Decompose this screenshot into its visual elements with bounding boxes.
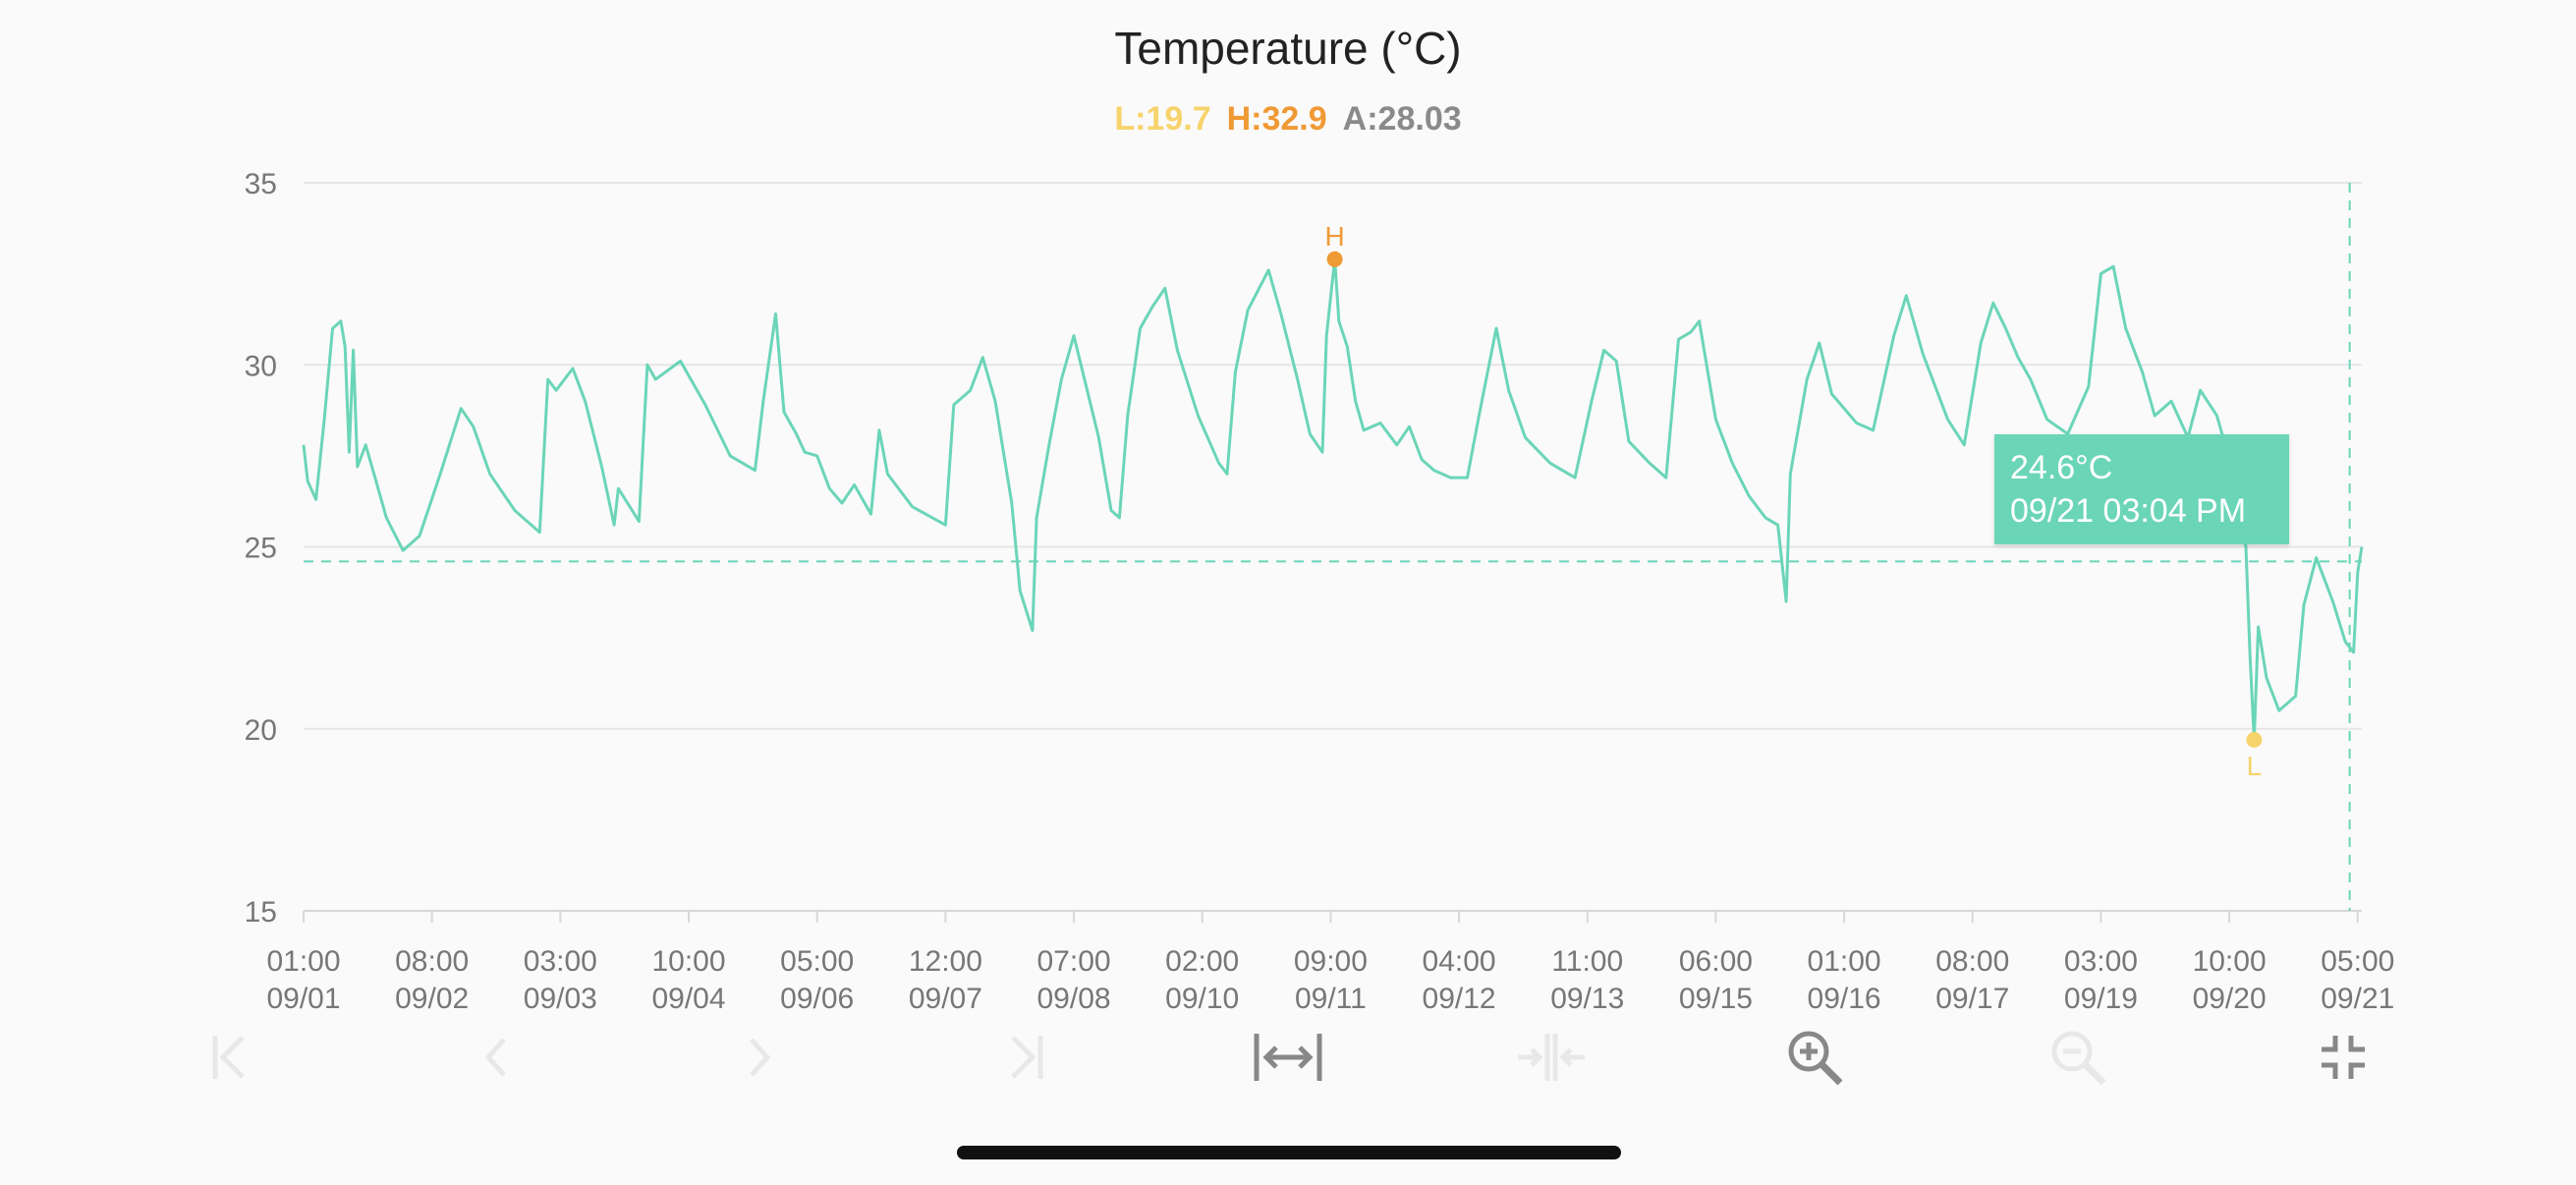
x-tick-date-label: 09/11 bbox=[1295, 983, 1367, 1015]
x-axis: 01:00 09/01 08:00 09/02 03:00 09/03 10:00 09/04… bbox=[266, 911, 2394, 1015]
x-tick-date-label: 09/03 bbox=[524, 983, 597, 1015]
compress-width-button[interactable] bbox=[1507, 1022, 1596, 1093]
x-tick-date-label: 09/08 bbox=[1037, 983, 1111, 1015]
x-tick-date-label: 09/13 bbox=[1550, 983, 1624, 1015]
x-tick-date-label: 09/04 bbox=[651, 983, 725, 1015]
x-tick-time-label: 05:00 bbox=[2321, 945, 2394, 978]
x-tick-date-label: 09/10 bbox=[1165, 983, 1239, 1015]
x-tick-time-label: 02:00 bbox=[1165, 945, 1239, 978]
y-tick-label: 35 bbox=[245, 168, 277, 200]
tooltip-value: 24.6°C bbox=[2010, 449, 2113, 486]
compress-width-icon bbox=[1518, 1034, 1585, 1081]
x-tick-date-label: 09/21 bbox=[2321, 983, 2394, 1015]
x-tick-time-label: 11:00 bbox=[1551, 945, 1623, 978]
summary-stats: L:19.7 H:32.9 A:28.03 bbox=[0, 100, 2576, 139]
x-tick-time-label: 10:00 bbox=[2193, 945, 2267, 978]
chart-toolbar bbox=[0, 1022, 2576, 1093]
y-tick-label: 20 bbox=[245, 714, 277, 747]
x-tick-time-label: 04:00 bbox=[1423, 945, 1496, 978]
x-tick-time-label: 06:00 bbox=[1679, 945, 1753, 978]
previous-button[interactable] bbox=[452, 1022, 540, 1093]
x-tick-time-label: 01:00 bbox=[1808, 945, 1881, 978]
temperature-series-line[interactable] bbox=[302, 257, 2364, 742]
low-marker-label: L bbox=[2247, 751, 2263, 781]
zoom-out-icon bbox=[2051, 1031, 2106, 1086]
x-tick-date-label: 09/15 bbox=[1679, 983, 1753, 1015]
high-stat: H:32.9 bbox=[1226, 100, 1327, 138]
grid bbox=[304, 182, 2362, 912]
fit-width-button[interactable] bbox=[1244, 1022, 1332, 1093]
x-tick-time-label: 03:00 bbox=[2064, 945, 2138, 978]
extreme-markers: H L bbox=[1324, 221, 2263, 781]
chart-title: Temperature (°C) bbox=[1114, 23, 1462, 74]
tooltip-time: 09/21 03:04 PM bbox=[2010, 492, 2247, 530]
jump-to-end-icon bbox=[1011, 1036, 1043, 1079]
fit-width-icon bbox=[1254, 1034, 1322, 1081]
previous-icon bbox=[484, 1038, 506, 1077]
jump-to-start-icon bbox=[212, 1036, 245, 1079]
low-stat: L:19.7 bbox=[1114, 100, 1211, 138]
x-tick-date-label: 09/16 bbox=[1808, 983, 1881, 1015]
x-tick-time-label: 09:00 bbox=[1294, 945, 1368, 978]
crosshair-tooltip: 24.6°C 09/21 03:04 PM bbox=[1994, 434, 2289, 544]
x-tick-date-label: 09/06 bbox=[780, 983, 854, 1015]
temperature-chart[interactable]: 15 20 25 30 35 01:00 09/01 08:00 09/02 03:00 09/0… bbox=[0, 0, 2576, 1022]
x-tick-time-label: 10:00 bbox=[651, 945, 725, 978]
x-tick-time-label: 08:00 bbox=[395, 945, 469, 978]
crosshair bbox=[304, 183, 2362, 911]
x-tick-date-label: 09/20 bbox=[2193, 983, 2267, 1015]
x-tick-time-label: 03:00 bbox=[524, 945, 597, 978]
y-tick-label: 30 bbox=[245, 350, 277, 382]
collapse-icon bbox=[2322, 1036, 2365, 1079]
low-point-marker bbox=[2246, 731, 2263, 748]
zoom-out-button[interactable] bbox=[2034, 1022, 2122, 1093]
high-marker-label: H bbox=[1324, 221, 1344, 252]
next-button[interactable] bbox=[715, 1022, 804, 1093]
x-tick-date-label: 09/07 bbox=[909, 983, 982, 1015]
x-tick-date-label: 09/17 bbox=[1935, 983, 2009, 1015]
x-tick-date-label: 09/19 bbox=[2064, 983, 2138, 1015]
average-stat: A:28.03 bbox=[1342, 100, 1462, 138]
y-axis: 15 20 25 30 35 bbox=[245, 168, 277, 929]
next-icon bbox=[750, 1038, 771, 1077]
high-point-marker bbox=[1326, 251, 1343, 267]
zoom-in-button[interactable] bbox=[1770, 1022, 1859, 1093]
zoom-in-icon bbox=[1788, 1031, 1843, 1086]
jump-to-end-button[interactable] bbox=[979, 1022, 1067, 1093]
y-tick-label: 15 bbox=[245, 896, 277, 929]
jump-to-start-button[interactable] bbox=[189, 1022, 277, 1093]
x-tick-time-label: 08:00 bbox=[1935, 945, 2009, 978]
x-tick-date-label: 09/01 bbox=[266, 983, 340, 1015]
x-tick-time-label: 01:00 bbox=[266, 945, 340, 978]
y-tick-label: 25 bbox=[245, 533, 277, 565]
collapse-button[interactable] bbox=[2299, 1022, 2387, 1093]
home-indicator[interactable] bbox=[957, 1146, 1621, 1159]
x-tick-time-label: 07:00 bbox=[1037, 945, 1111, 978]
x-tick-date-label: 09/12 bbox=[1423, 983, 1496, 1015]
x-tick-date-label: 09/02 bbox=[395, 983, 469, 1015]
x-tick-time-label: 05:00 bbox=[780, 945, 854, 978]
x-tick-time-label: 12:00 bbox=[909, 945, 982, 978]
